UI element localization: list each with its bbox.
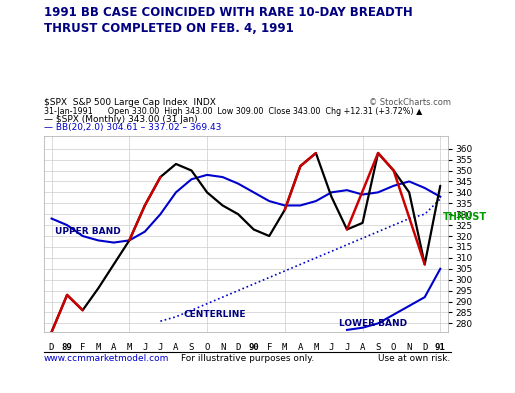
- Text: M: M: [127, 343, 132, 352]
- Text: N: N: [220, 343, 225, 352]
- Text: 31-Jan-1991      Open 330.00  High 343.00  Low 309.00  Close 343.00  Chg +12.31 : 31-Jan-1991 Open 330.00 High 343.00 Low …: [44, 107, 422, 116]
- Text: O: O: [391, 343, 397, 352]
- Text: M: M: [282, 343, 287, 352]
- Text: J: J: [142, 343, 147, 352]
- Text: www.ccmmarketmodel.com: www.ccmmarketmodel.com: [44, 354, 169, 364]
- Text: THRUST COMPLETED ON FEB. 4, 1991: THRUST COMPLETED ON FEB. 4, 1991: [44, 22, 294, 35]
- Text: S: S: [375, 343, 381, 352]
- Text: D: D: [422, 343, 427, 352]
- Text: A: A: [173, 343, 179, 352]
- Text: J: J: [345, 343, 350, 352]
- Text: © StockCharts.com: © StockCharts.com: [369, 98, 451, 107]
- Text: A: A: [298, 343, 303, 352]
- Text: LOWER BAND: LOWER BAND: [339, 319, 407, 328]
- Text: F: F: [267, 343, 272, 352]
- Text: UPPER BAND: UPPER BAND: [55, 227, 121, 236]
- Text: — $SPX (Monthly) 343.00 (31 Jan): — $SPX (Monthly) 343.00 (31 Jan): [44, 115, 197, 124]
- Text: D: D: [235, 343, 241, 352]
- Text: D: D: [49, 343, 54, 352]
- Text: F: F: [80, 343, 85, 352]
- Text: M: M: [95, 343, 101, 352]
- Text: A: A: [360, 343, 365, 352]
- Text: O: O: [204, 343, 210, 352]
- Text: 90: 90: [248, 343, 259, 352]
- Text: J: J: [158, 343, 163, 352]
- Text: S: S: [189, 343, 194, 352]
- Text: CENTERLINE: CENTERLINE: [184, 310, 246, 319]
- Text: 1991 BB CASE COINCIDED WITH RARE 10-DAY BREADTH: 1991 BB CASE COINCIDED WITH RARE 10-DAY …: [44, 6, 413, 19]
- Text: N: N: [406, 343, 412, 352]
- Text: Use at own risk.: Use at own risk.: [379, 354, 451, 364]
- Text: For illustrative purposes only.: For illustrative purposes only.: [181, 354, 314, 364]
- Text: 89: 89: [62, 343, 73, 352]
- Text: 91: 91: [435, 343, 445, 352]
- Text: THRUST: THRUST: [443, 212, 487, 222]
- Text: J: J: [329, 343, 334, 352]
- Text: $SPX  S&P 500 Large Cap Index  INDX: $SPX S&P 500 Large Cap Index INDX: [44, 98, 216, 107]
- Text: — BB(20,2.0) 304.61 – 337.02 – 369.43: — BB(20,2.0) 304.61 – 337.02 – 369.43: [44, 123, 221, 132]
- Text: M: M: [313, 343, 319, 352]
- Text: A: A: [111, 343, 116, 352]
